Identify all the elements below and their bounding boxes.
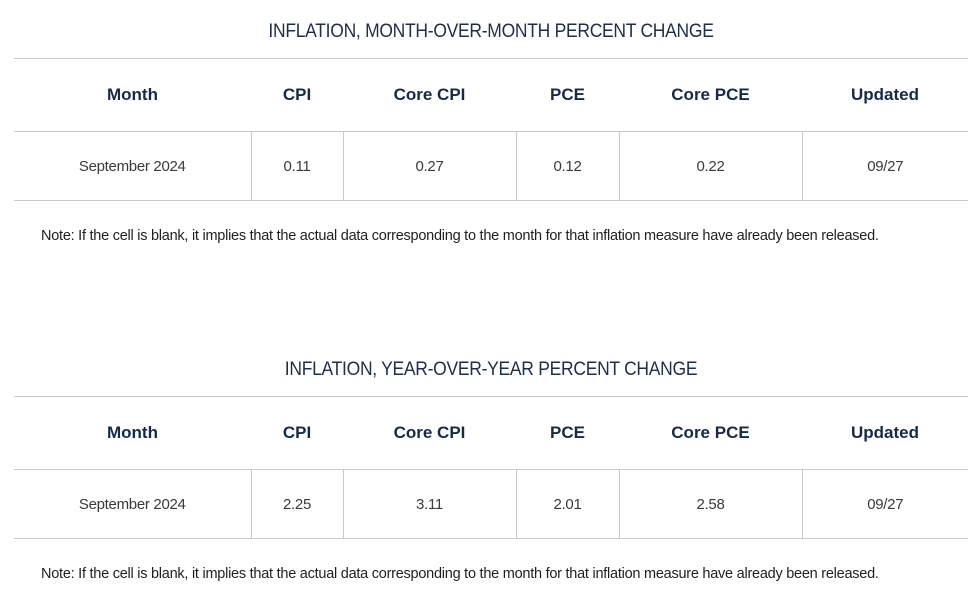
header-core-pce: Core PCE	[619, 396, 802, 470]
header-month: Month	[14, 396, 251, 470]
yoy-inflation-section: INFLATION, YEAR-OVER-YEAR PERCENT CHANGE…	[14, 338, 968, 582]
mom-inflation-section: INFLATION, MONTH-OVER-MONTH PERCENT CHAN…	[14, 0, 968, 244]
cell-cpi: 0.11	[250, 131, 343, 201]
header-cpi: CPI	[251, 396, 343, 470]
table-row: September 2024 2.25 3.11 2.01 2.58 09/27	[14, 469, 968, 539]
mom-table-note: Note: If the cell is blank, it implies t…	[41, 228, 879, 244]
cell-updated: 09/27	[801, 131, 968, 201]
cell-pce: 0.12	[515, 131, 619, 201]
yoy-inflation-table: Month CPI Core CPI PCE Core PCE Updated …	[14, 396, 968, 539]
cell-core-pce: 2.58	[618, 469, 802, 539]
mom-table-title: INFLATION, MONTH-OVER-MONTH PERCENT CHAN…	[268, 21, 714, 42]
table-row: September 2024 0.11 0.27 0.12 0.22 09/27	[14, 131, 968, 201]
header-month: Month	[14, 58, 251, 132]
cell-pce: 2.01	[515, 469, 619, 539]
header-pce: PCE	[516, 396, 619, 470]
mom-inflation-table: Month CPI Core CPI PCE Core PCE Updated …	[14, 58, 968, 201]
header-core-cpi: Core CPI	[343, 58, 516, 132]
header-pce: PCE	[516, 58, 619, 132]
cell-updated: 09/27	[801, 469, 968, 539]
header-cpi: CPI	[251, 58, 343, 132]
header-updated: Updated	[802, 396, 968, 470]
header-updated: Updated	[802, 58, 968, 132]
table-header-row: Month CPI Core CPI PCE Core PCE Updated	[14, 396, 968, 470]
header-core-cpi: Core CPI	[343, 396, 516, 470]
cell-core-cpi: 0.27	[342, 131, 516, 201]
cell-month: September 2024	[78, 157, 186, 175]
cell-cpi: 2.25	[250, 469, 343, 539]
yoy-table-title: INFLATION, YEAR-OVER-YEAR PERCENT CHANGE	[284, 359, 698, 380]
cell-month: September 2024	[78, 495, 186, 513]
table-header-row: Month CPI Core CPI PCE Core PCE Updated	[14, 58, 968, 132]
yoy-table-note: Note: If the cell is blank, it implies t…	[41, 566, 879, 582]
header-core-pce: Core PCE	[619, 58, 802, 132]
cell-core-cpi: 3.11	[342, 469, 516, 539]
cell-core-pce: 0.22	[618, 131, 802, 201]
